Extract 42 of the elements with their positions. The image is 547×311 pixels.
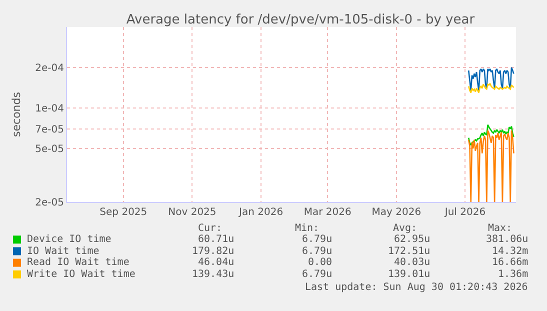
- text: 40.03u: [394, 257, 430, 268]
- text: Last update: Sun Aug 30 01:20:43 2026: [305, 282, 528, 293]
- x-tick-label: Jul 2026: [444, 207, 486, 218]
- x-tick-label: May 2026: [372, 207, 422, 218]
- text: 62.95u: [394, 234, 430, 245]
- text: Cur:: [198, 223, 222, 234]
- legend-label: Device IO time: [27, 234, 112, 245]
- text: 0.00: [308, 257, 332, 268]
- line-series: [468, 124, 514, 146]
- text: 14.32m: [492, 246, 528, 257]
- line-series: [468, 130, 514, 202]
- text: 1.36m: [498, 269, 528, 280]
- text: Avg:: [393, 223, 418, 234]
- text: 381.06u: [486, 234, 528, 245]
- text: 6.79u: [302, 234, 332, 245]
- text: 16.66m: [492, 257, 528, 268]
- x-tick-label: Nov 2025: [168, 207, 216, 218]
- legend-label: Read IO Wait time: [27, 257, 130, 268]
- text: Min:: [295, 223, 320, 234]
- text: Max:: [488, 223, 512, 234]
- text: 179.82u: [192, 246, 234, 257]
- chart-title: Average latency for /dev/pve/vm-105-disk-0 - by year: [126, 12, 476, 28]
- text: 139.01u: [388, 269, 430, 280]
- line-series: [468, 82, 514, 94]
- x-tick-label: Jan 2026: [238, 207, 284, 218]
- line-series: [468, 66, 514, 92]
- x-tick-label: Mar 2026: [304, 207, 352, 218]
- y-tick-label: 7e-05: [35, 124, 64, 136]
- legend-label: Write IO Wait time: [27, 269, 136, 280]
- text: 60.71u: [198, 234, 234, 245]
- text: 172.51u: [388, 246, 430, 257]
- text: 139.43u: [192, 269, 234, 280]
- y-tick-label: 5e-05: [35, 144, 64, 155]
- text: 46.04u: [198, 257, 234, 268]
- text: 6.79u: [302, 269, 332, 280]
- y-axis-title: seconds: [10, 92, 23, 137]
- y-tick-label: 2e-05: [35, 198, 64, 208]
- y-tick-label: 2e-04: [35, 62, 64, 74]
- legend-label: IO Wait time: [27, 246, 100, 257]
- text: 6.79u: [302, 246, 332, 257]
- y-tick-label: 1e-04: [35, 103, 64, 114]
- x-tick-label: Sep 2025: [100, 207, 148, 218]
